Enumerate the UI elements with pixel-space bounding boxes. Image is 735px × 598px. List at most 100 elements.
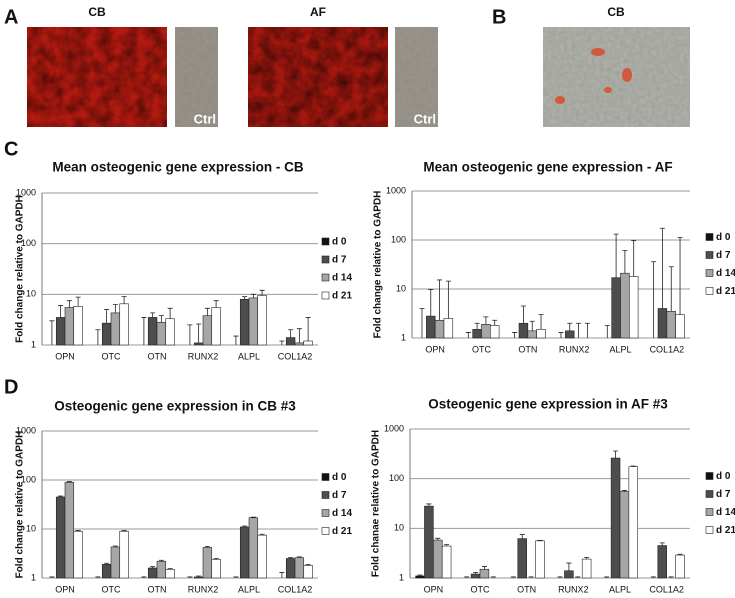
- bar: [202, 315, 213, 346]
- bar: [628, 466, 639, 579]
- panel-label: A: [4, 6, 18, 28]
- error-bar: [167, 568, 173, 570]
- x-tick-label: RUNX2: [558, 584, 589, 594]
- error-bar: [490, 576, 496, 578]
- chart-title: Osteogenic gene expression in CB #3: [54, 399, 296, 414]
- bar: [535, 540, 545, 579]
- legend-swatch: [705, 508, 714, 516]
- error-bar: [167, 307, 173, 319]
- error-bar: [112, 545, 118, 547]
- error-bar: [659, 227, 665, 309]
- bar: [490, 325, 500, 339]
- bar: [248, 517, 259, 579]
- bar: [434, 319, 445, 339]
- error-bar: [538, 314, 544, 330]
- error-bar: [296, 556, 302, 558]
- legend-swatch: [321, 527, 330, 535]
- error-bar: [288, 329, 294, 338]
- error-bar: [66, 300, 72, 308]
- error-bar: [104, 309, 110, 324]
- error-bar: [630, 465, 636, 467]
- error-bar: [584, 322, 590, 338]
- cell-texture: [543, 27, 690, 127]
- bar: [581, 558, 592, 579]
- legend-label: d 21: [716, 525, 735, 536]
- bar: [211, 559, 221, 579]
- y-tick-label: 10: [26, 289, 36, 299]
- bar: [285, 337, 296, 346]
- x-tick-label: OTC: [102, 584, 121, 594]
- error-bar: [259, 533, 265, 536]
- error-bar: [187, 576, 193, 578]
- x-tick-label: OTN: [148, 584, 167, 594]
- y-tick-label: 1: [399, 572, 404, 582]
- legend-label: d 7: [716, 250, 731, 261]
- error-bar: [557, 576, 563, 578]
- bar: [73, 306, 83, 346]
- y-axis-label: Fold change relative to GAPDH: [15, 431, 26, 579]
- error-bar: [66, 481, 72, 483]
- legend-label: d 0: [716, 232, 731, 243]
- bar: [156, 322, 167, 346]
- legend-label: d 7: [716, 489, 731, 500]
- bar: [481, 324, 491, 339]
- error-bar: [584, 556, 590, 560]
- image-title: CB: [88, 5, 106, 19]
- error-bar: [419, 308, 425, 338]
- bar: [64, 307, 75, 346]
- ctrl-label: Ctrl: [194, 111, 216, 126]
- x-tick-label: COL1A2: [649, 584, 684, 594]
- error-bar: [213, 300, 219, 308]
- error-bar: [677, 236, 683, 315]
- ctrl-texture: [175, 27, 218, 127]
- x-tick-label: COL1A2: [278, 351, 313, 361]
- error-bar: [604, 325, 610, 338]
- error-bar: [445, 280, 451, 319]
- bar: [248, 297, 259, 346]
- error-bar: [566, 562, 572, 571]
- error-bar: [305, 317, 311, 341]
- legend-swatch: [705, 472, 714, 480]
- legend-label: d 0: [332, 237, 347, 248]
- error-bar: [529, 320, 535, 331]
- bar: [110, 312, 121, 346]
- bar: [564, 570, 574, 579]
- x-tick-label: OPN: [55, 351, 75, 361]
- error-bar: [242, 296, 248, 300]
- error-bar: [659, 542, 665, 546]
- bar: [415, 575, 425, 579]
- error-bar: [519, 534, 525, 539]
- x-tick-label: OTC: [471, 584, 490, 594]
- legend-swatch: [321, 255, 330, 264]
- bar: [675, 314, 685, 339]
- x-tick-label: ALPL: [238, 351, 260, 361]
- x-tick-label: OPN: [425, 344, 445, 354]
- legend-label: d 14: [332, 508, 352, 519]
- legend-swatch: [705, 526, 714, 534]
- x-tick-label: ALPL: [609, 344, 631, 354]
- bar: [426, 315, 436, 339]
- panel-label: B: [492, 6, 506, 28]
- error-bar: [95, 576, 101, 578]
- x-tick-label: RUNX2: [188, 584, 219, 594]
- bar: [433, 539, 443, 579]
- bar: [165, 318, 175, 346]
- y-tick-label: 1000: [16, 425, 36, 435]
- bar: [518, 322, 529, 339]
- error-bar: [250, 293, 256, 298]
- error-bar: [650, 576, 656, 578]
- y-tick-label: 10: [26, 523, 36, 533]
- bar: [303, 565, 313, 579]
- ctrl-texture: [395, 27, 438, 127]
- x-tick-label: OPN: [424, 584, 444, 594]
- y-tick-label: 100: [21, 238, 36, 248]
- error-bar: [651, 261, 657, 338]
- bar: [257, 295, 267, 346]
- error-bar: [204, 307, 210, 316]
- error-bar: [631, 240, 637, 277]
- bar: [517, 538, 527, 579]
- bar: [239, 298, 250, 346]
- bar: [443, 318, 454, 339]
- error-bar: [464, 576, 470, 578]
- error-bar: [196, 323, 202, 343]
